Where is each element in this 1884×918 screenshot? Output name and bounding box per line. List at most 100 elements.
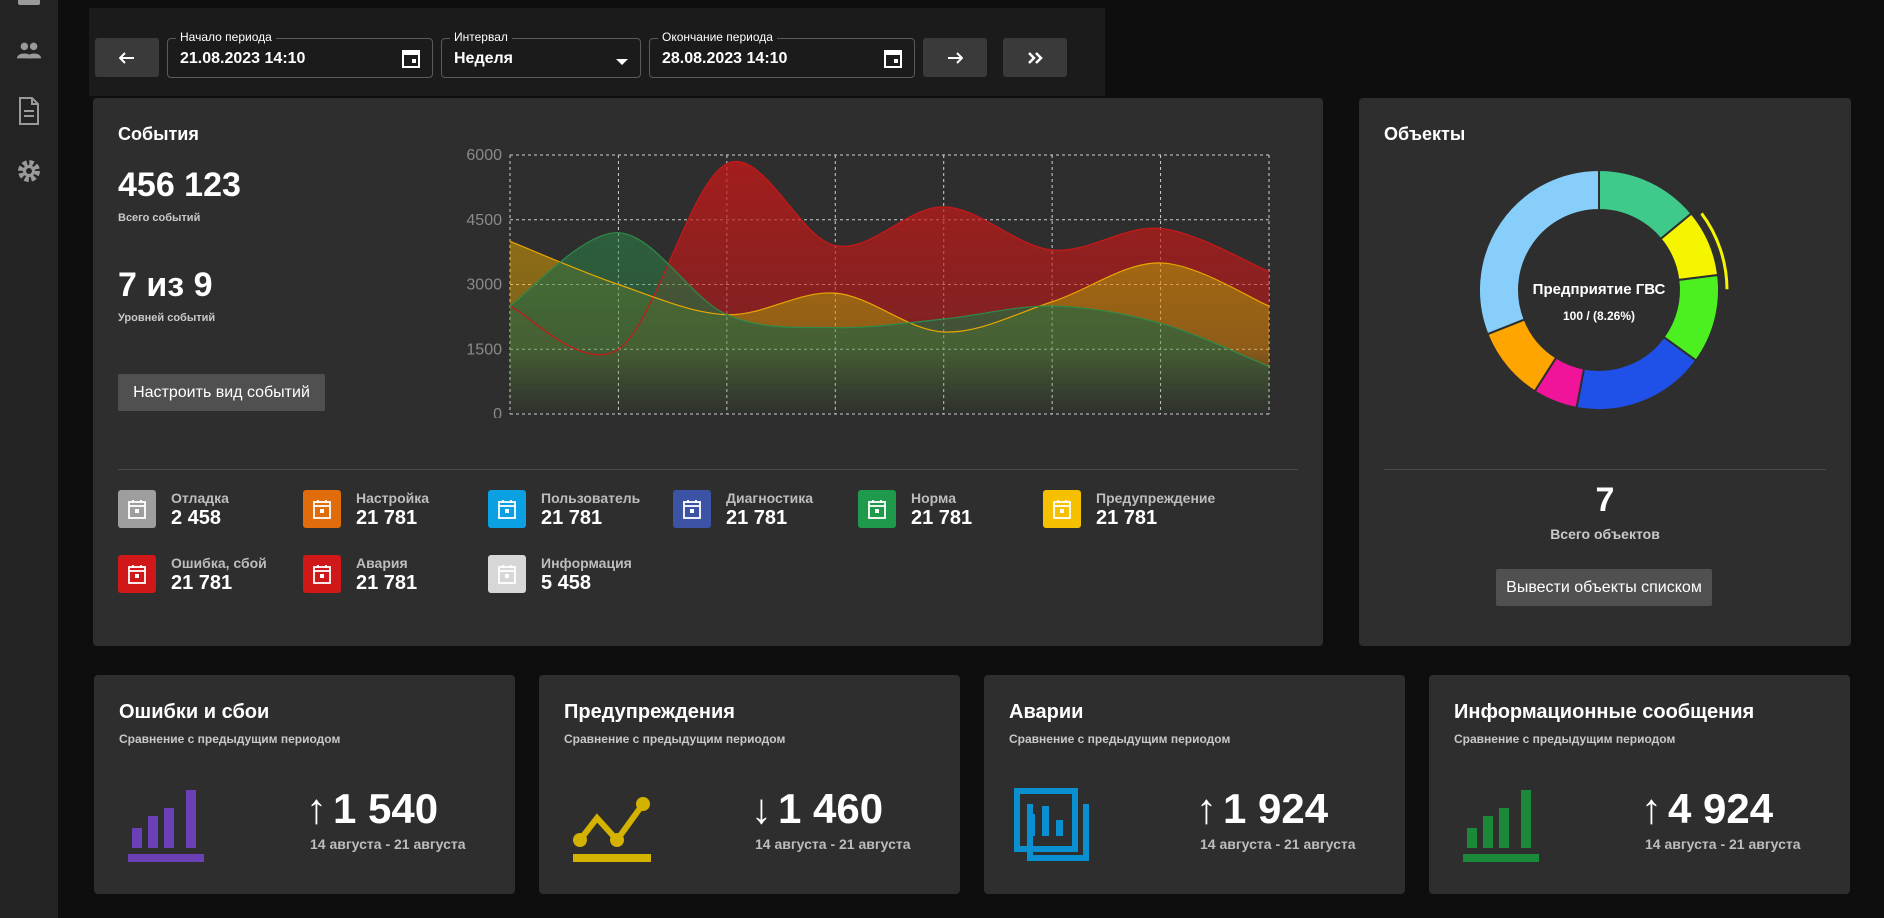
bar-chart-icon bbox=[1459, 788, 1541, 869]
legend-value: 21 781 bbox=[1096, 507, 1158, 529]
legend-value: 21 781 bbox=[171, 572, 233, 594]
card-value: ↑ 1 540 bbox=[306, 785, 438, 833]
donut-segment[interactable] bbox=[1575, 335, 1698, 411]
y-tick-label: 0 bbox=[493, 406, 502, 418]
objects-divider bbox=[1384, 469, 1826, 470]
card-subtitle: Сравнение с предыдущим периодом bbox=[1009, 732, 1231, 746]
card-value-number: 1 924 bbox=[1223, 785, 1329, 832]
sidebar bbox=[0, 0, 58, 918]
card-subtitle: Сравнение с предыдущим периодом bbox=[1454, 732, 1676, 746]
calendar-icon[interactable] bbox=[884, 48, 902, 73]
calendar-icon bbox=[673, 490, 711, 528]
card-subtitle: Сравнение с предыдущим периодом bbox=[564, 732, 786, 746]
legend-value: 21 781 bbox=[911, 507, 973, 529]
legend-item: Информация 5 458 bbox=[488, 555, 668, 599]
settings-icon[interactable] bbox=[16, 158, 42, 184]
events-panel: События 456 123 Всего событий 7 из 9 Уро… bbox=[93, 98, 1323, 646]
card-value: ↓ 1 460 bbox=[751, 785, 883, 833]
arrow-right-icon bbox=[948, 51, 963, 64]
calendar-icon bbox=[303, 555, 341, 593]
calendar-icon bbox=[488, 490, 526, 528]
interval-select[interactable]: Интервал Неделя bbox=[441, 30, 641, 78]
legend-value: 21 781 bbox=[541, 507, 603, 529]
events-divider bbox=[118, 469, 1298, 470]
events-total: 456 123 bbox=[118, 166, 241, 204]
prev-period-button[interactable] bbox=[95, 38, 159, 77]
legend-label: Отладка bbox=[171, 490, 229, 506]
start-date-label: Начало периода bbox=[176, 30, 276, 44]
legend-item: Ошибка, сбой 21 781 bbox=[118, 555, 298, 599]
next-period-button[interactable] bbox=[923, 38, 987, 77]
interval-label: Интервал bbox=[450, 30, 512, 44]
last-period-button[interactable] bbox=[1003, 38, 1067, 77]
objects-panel: Объекты Предприятие ГВС 100 / (8.26%) 7 … bbox=[1359, 98, 1851, 646]
bar-chart-icon bbox=[124, 788, 206, 869]
configure-events-button[interactable]: Настроить вид событий bbox=[118, 374, 325, 411]
double-chevron-right-icon bbox=[1028, 51, 1043, 64]
trend-arrow-icon: ↑ bbox=[1196, 785, 1217, 832]
calendar-icon bbox=[118, 555, 156, 593]
document-icon[interactable] bbox=[16, 97, 42, 125]
legend-label: Информация bbox=[541, 555, 632, 571]
legend-label: Норма bbox=[911, 490, 956, 506]
comparison-card[interactable]: Предупреждения Сравнение с предыдущим пер… bbox=[539, 675, 960, 894]
legend-item: Предупреждение 21 781 bbox=[1043, 490, 1223, 534]
legend-item: Норма 21 781 bbox=[858, 490, 1038, 534]
comparison-card[interactable]: Ошибки и сбои Сравнение с предыдущим пери… bbox=[94, 675, 515, 894]
legend-value: 21 781 bbox=[356, 507, 418, 529]
y-tick-label: 6000 bbox=[466, 147, 502, 164]
comparison-card[interactable]: Информационные сообщения Сравнение с пред… bbox=[1429, 675, 1850, 894]
donut-segment[interactable] bbox=[1478, 168, 1600, 336]
start-date-field[interactable]: Начало периода 21.08.2023 14:10 bbox=[167, 30, 433, 78]
objects-title: Объекты bbox=[1384, 124, 1466, 144]
legend-value: 21 781 bbox=[726, 507, 788, 529]
calendar-icon bbox=[858, 490, 896, 528]
end-date-field[interactable]: Окончание периода 28.08.2023 14:10 bbox=[649, 30, 915, 78]
interval-value: Неделя bbox=[454, 50, 514, 67]
y-tick-label: 3000 bbox=[466, 277, 502, 294]
calendar-icon bbox=[118, 490, 156, 528]
line-chart-icon bbox=[569, 788, 651, 869]
events-title: События bbox=[118, 124, 199, 144]
events-total-label: Всего событий bbox=[118, 212, 201, 224]
donut-highlight-arc bbox=[1700, 212, 1729, 290]
y-tick-label: 4500 bbox=[466, 212, 502, 229]
card-title: Аварии bbox=[1009, 701, 1084, 723]
donut-title: Предприятие ГВС bbox=[1533, 281, 1666, 298]
list-objects-button[interactable]: Вывести объекты списком bbox=[1496, 569, 1712, 606]
card-value-number: 1 540 bbox=[333, 785, 439, 832]
end-date-value: 28.08.2023 14:10 bbox=[662, 50, 788, 67]
area-series-line bbox=[509, 160, 1270, 356]
card-date-range: 14 августа - 21 августа bbox=[310, 836, 466, 852]
dashboard-icon[interactable] bbox=[16, 0, 42, 14]
legend-label: Настройка bbox=[356, 490, 430, 506]
legend-item: Диагностика 21 781 bbox=[673, 490, 853, 534]
legend-value: 5 458 bbox=[541, 572, 592, 594]
card-title: Информационные сообщения bbox=[1454, 701, 1755, 723]
calendar-icon[interactable] bbox=[402, 48, 420, 73]
legend-item: Пользователь 21 781 bbox=[488, 490, 668, 534]
calendar-icon bbox=[303, 490, 341, 528]
comparison-card[interactable]: Аварии Сравнение с предыдущим периодом ↑ 1 … bbox=[984, 675, 1405, 894]
donut-subtitle: 100 / (8.26%) bbox=[1563, 309, 1635, 323]
events-area-chart: 6000450030001500001.01.202302.01.202303.… bbox=[466, 147, 1270, 418]
users-icon[interactable] bbox=[16, 38, 42, 64]
trend-arrow-icon: ↑ bbox=[306, 785, 327, 832]
card-date-range: 14 августа - 21 августа bbox=[755, 836, 911, 852]
card-value-number: 1 460 bbox=[778, 785, 884, 832]
objects-total: 7 bbox=[1595, 481, 1615, 519]
objects-donut-chart: Предприятие ГВС 100 / (8.26%) bbox=[1478, 168, 1729, 411]
card-date-range: 14 августа - 21 августа bbox=[1200, 836, 1356, 852]
card-date-range: 14 августа - 21 августа bbox=[1645, 836, 1801, 852]
legend-label: Пользователь bbox=[541, 490, 641, 506]
calendar-icon bbox=[1043, 490, 1081, 528]
calendar-icon bbox=[488, 555, 526, 593]
card-value: ↑ 4 924 bbox=[1641, 785, 1773, 833]
card-value-number: 4 924 bbox=[1668, 785, 1774, 832]
legend-label: Предупреждение bbox=[1096, 490, 1216, 506]
legend-value: 21 781 bbox=[356, 572, 418, 594]
area-series-line bbox=[509, 232, 1270, 368]
trend-arrow-icon: ↑ bbox=[1641, 785, 1662, 832]
legend-item: Отладка 2 458 bbox=[118, 490, 298, 534]
legend-item: Настройка 21 781 bbox=[303, 490, 483, 534]
